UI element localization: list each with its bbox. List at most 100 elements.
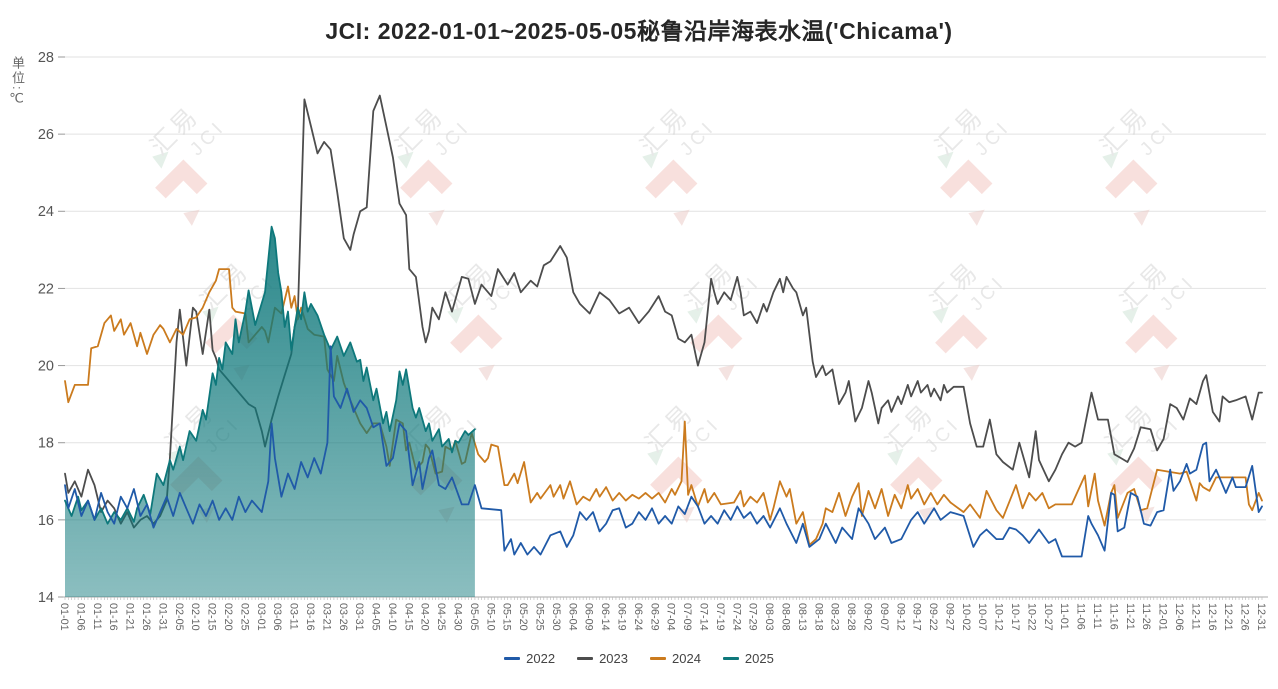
x-axis-label: 06-29: [648, 603, 660, 631]
x-axis-label: 06-04: [566, 603, 578, 631]
x-axis-label: 05-10: [484, 603, 496, 631]
x-axis-label: 12-16: [1206, 603, 1218, 631]
x-axis-label: 04-10: [386, 603, 398, 631]
x-axis-label: 12-01: [1157, 603, 1169, 631]
x-axis-label: 11-21: [1124, 603, 1136, 630]
x-axis-label: 11-26: [1140, 603, 1152, 630]
x-axis-label: 04-25: [435, 603, 447, 631]
x-axis-label: 06-19: [616, 603, 628, 631]
x-axis-label: 12-31: [1255, 603, 1267, 631]
x-axis-label: 07-04: [665, 603, 677, 631]
x-axis-label: 10-27: [1042, 603, 1054, 631]
x-axis-label: 01-16: [107, 603, 119, 631]
legend-item-2022[interactable]: 2022: [504, 651, 555, 666]
x-axis-label: 03-31: [353, 603, 365, 631]
x-axis-label: 12-06: [1173, 603, 1185, 631]
x-axis-label: 03-06: [271, 603, 283, 631]
x-axis-label: 06-24: [632, 603, 644, 631]
legend-marker-2024: [650, 657, 666, 660]
x-axis-label: 09-12: [894, 603, 906, 631]
x-axis-label: 07-19: [714, 603, 726, 631]
series-2022-line: [64, 345, 1263, 558]
chart-title: JCI: 2022-01-01~2025-05-05秘鲁沿岸海表水温('Chic…: [325, 18, 953, 44]
y-axis-label: 20: [38, 359, 54, 375]
x-axis-label: 03-16: [304, 603, 316, 631]
legend-marker-2023: [577, 657, 594, 660]
x-axis-label: 09-22: [927, 603, 939, 631]
x-axis-ticks: [64, 597, 1263, 600]
legend-item-2023[interactable]: 2023: [577, 651, 628, 666]
legend-label: 2023: [599, 651, 628, 666]
y-axis-label: 16: [38, 513, 54, 529]
x-axis-label: 08-13: [796, 603, 808, 631]
x-axis-label: 11-11: [1091, 603, 1103, 629]
y-axis-unit-label: 单位:℃: [10, 56, 25, 109]
series-2025: [64, 225, 476, 597]
y-axis-label: 18: [38, 436, 54, 452]
x-axis-label: 01-06: [74, 603, 86, 631]
x-axis-label: 02-05: [173, 603, 185, 631]
y-axis-label: 24: [38, 204, 54, 220]
x-axis-label: 01-26: [140, 603, 152, 631]
x-axis-label: 06-09: [583, 603, 595, 631]
x-axis-label: 11-06: [1075, 603, 1087, 630]
x-axis-label: 04-30: [452, 603, 464, 631]
x-axis-label: 05-30: [550, 603, 562, 631]
x-axis-label: 03-01: [255, 603, 267, 631]
y-axis-label: 26: [38, 127, 54, 143]
x-axis-label: 10-22: [1025, 603, 1037, 631]
x-axis-label: 01-31: [156, 603, 168, 631]
x-axis-label: 08-23: [829, 603, 841, 631]
x-axis-label: 07-24: [730, 603, 742, 631]
x-axis-label: 09-17: [911, 603, 923, 631]
x-axis-label: 07-09: [681, 603, 693, 631]
x-axis-label: 12-21: [1222, 603, 1234, 631]
x-axis-label: 05-25: [534, 603, 546, 631]
series-2022: [64, 345, 1263, 558]
legend-marker-2025: [722, 657, 739, 660]
legend: 2022 2023 2024 2025: [0, 651, 1278, 666]
x-axis-label: 03-21: [320, 603, 332, 631]
x-axis-label: 02-10: [189, 603, 201, 631]
x-axis-label: 05-15: [501, 603, 513, 631]
x-axis-label: 08-18: [812, 603, 824, 631]
x-axis-label: 01-11: [91, 603, 103, 630]
y-axis-label: 28: [38, 50, 54, 66]
x-axis-label: 12-26: [1239, 603, 1251, 631]
legend-item-2025[interactable]: 2025: [722, 651, 774, 666]
x-axis-label: 09-07: [878, 603, 890, 631]
x-axis-label: 11-01: [1058, 603, 1070, 630]
series-2025-area: [65, 226, 475, 597]
x-axis-label: 09-27: [943, 603, 955, 631]
x-axis-label: 05-05: [468, 603, 480, 631]
x-axis-label: 02-15: [206, 603, 218, 631]
x-axis-label: 02-25: [238, 603, 250, 631]
x-axis-label: 04-20: [419, 603, 431, 631]
legend-marker-2022: [504, 657, 521, 660]
x-axis-label: 04-05: [370, 603, 382, 631]
legend-item-2024[interactable]: 2024: [650, 651, 701, 666]
x-axis-label: 08-28: [845, 603, 857, 631]
x-axis-label: 08-03: [763, 603, 775, 631]
x-axis-label: 02-20: [222, 603, 234, 631]
x-axis-label: 10-12: [993, 603, 1005, 631]
x-axis-label: 08-08: [779, 603, 791, 631]
legend-label: 2022: [526, 651, 556, 666]
x-axis-label: 10-17: [1009, 603, 1021, 631]
x-axis-label: 11-16: [1107, 603, 1119, 630]
x-axis-label: 05-20: [517, 603, 529, 631]
x-axis-label: 01-01: [58, 603, 70, 631]
x-axis-label: 07-14: [697, 603, 709, 631]
x-axis-label: 10-07: [976, 603, 988, 631]
y-axis-label: 14: [38, 590, 54, 606]
x-axis-label: 12-11: [1189, 603, 1201, 630]
legend-label: 2024: [672, 651, 701, 666]
x-axis-label: 03-11: [288, 603, 300, 630]
x-axis-label: 07-29: [747, 603, 759, 631]
x-axis-label: 01-21: [124, 603, 136, 631]
x-axis: 01-01 01-06 01-11 01-16 01-21 01-26 01-31 02-05…: [58, 596, 1268, 631]
x-axis-label: 06-14: [599, 603, 611, 631]
x-axis-label: 10-02: [960, 603, 972, 631]
